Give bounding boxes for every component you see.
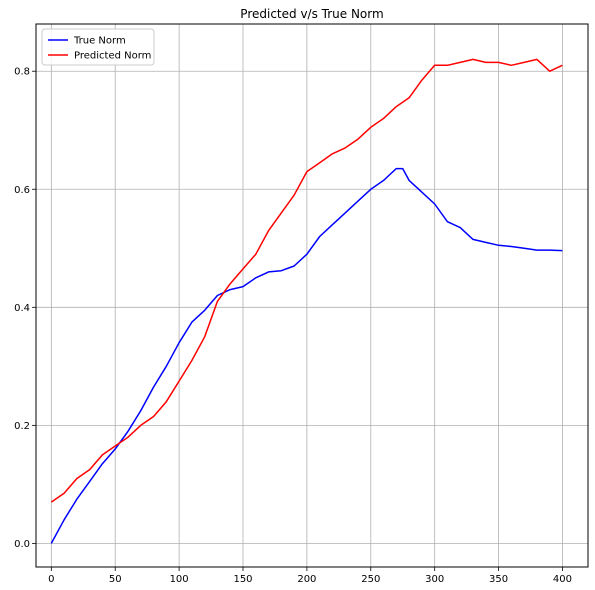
series-line-predicted-norm <box>50 58 563 503</box>
x-tick-label: 300 <box>425 574 444 585</box>
y-tick-label: 0.2 <box>14 421 30 432</box>
legend-label: Predicted Norm <box>74 51 151 62</box>
series-line-true-norm <box>50 167 563 544</box>
x-tick-label: 250 <box>361 574 380 585</box>
x-tick-label: 200 <box>297 574 316 585</box>
y-tick-label: 0.8 <box>14 67 30 78</box>
grid <box>36 24 588 567</box>
y-tick-label: 0.0 <box>14 539 30 550</box>
x-tick-label: 50 <box>109 574 122 585</box>
legend-box <box>41 28 155 66</box>
series-layer <box>50 58 563 544</box>
x-tick-label: 350 <box>489 574 508 585</box>
x-tick-label: 100 <box>170 574 189 585</box>
legend-label: True Norm <box>73 36 126 47</box>
x-tick-label: 150 <box>233 574 252 585</box>
x-tick-label: 0 <box>48 574 54 585</box>
y-tick-label: 0.6 <box>14 185 30 196</box>
ticks: 0 50 100 150 200 250 300 350 400 0.0 0.2 0.4 0.6 0.8 <box>14 67 572 585</box>
legend: True Norm Predicted Norm <box>41 28 155 66</box>
plot-frame <box>35 23 589 568</box>
x-tick-label: 400 <box>553 574 572 585</box>
chart-title: Predicted v/s True Norm <box>240 7 383 21</box>
y-tick-label: 0.4 <box>14 303 30 314</box>
